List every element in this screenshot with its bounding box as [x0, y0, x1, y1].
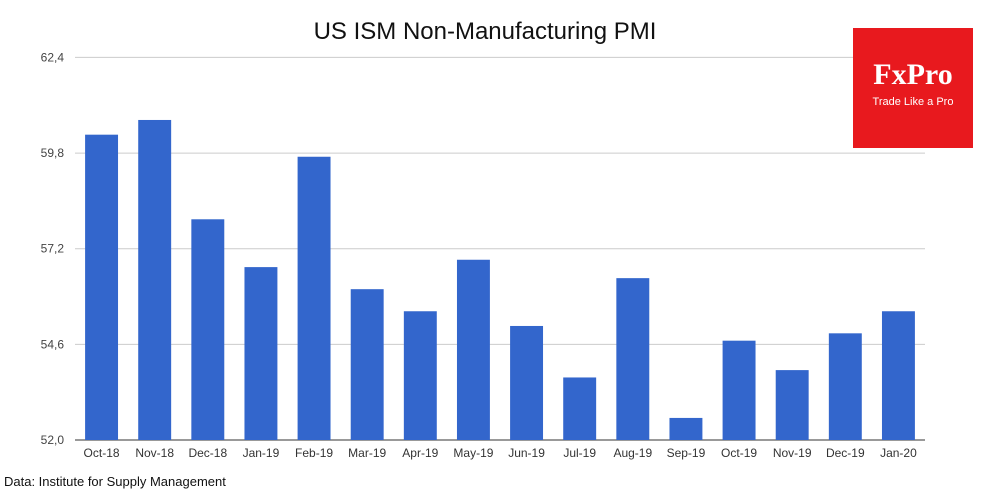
bar-jan-19: [244, 267, 278, 440]
bar-nov-18: [138, 119, 172, 440]
x-tick-label: Oct-18: [84, 446, 120, 460]
bar-jul-19: [563, 377, 597, 440]
axis-labels: 52,0 54,6 57,2 59,8 62,4 Oct-18 Nov-18 Dec-18 Ja…: [41, 50, 917, 460]
chart-title: US ISM Non-Manufacturing PMI: [313, 18, 657, 45]
source-note: Data: Institute for Supply Management: [4, 474, 226, 489]
bar-sep-19: [669, 417, 703, 440]
bar-jan-20: [881, 311, 915, 440]
x-tick-label: Apr-19: [402, 446, 438, 460]
bar-may-19: [456, 259, 490, 440]
x-tick-label: Mar-19: [348, 446, 386, 460]
x-tick-label: Dec-19: [826, 446, 865, 460]
x-tick-label: Jan-20: [880, 446, 917, 460]
y-tick-label: 54,6: [41, 337, 65, 351]
x-tick-label: Dec-18: [188, 446, 227, 460]
logo-tagline: Trade Like a Pro: [872, 96, 954, 108]
bar-feb-19: [297, 156, 331, 440]
logo-name: FxPro: [873, 58, 953, 91]
bar-dec-19: [828, 333, 862, 440]
bar-aug-19: [616, 278, 650, 440]
bar-oct-18: [85, 134, 119, 440]
bars: [85, 119, 915, 440]
x-tick-label: Feb-19: [295, 446, 333, 460]
y-tick-label: 59,8: [41, 146, 65, 160]
bar-nov-19: [775, 370, 809, 440]
x-tick-label: May-19: [453, 446, 493, 460]
bar-dec-18: [191, 219, 225, 440]
x-tick-label: Nov-18: [135, 446, 174, 460]
bar-oct-19: [722, 340, 756, 440]
bar-mar-19: [350, 289, 384, 440]
x-tick-label: Jun-19: [508, 446, 545, 460]
y-tick-label: 62,4: [41, 50, 65, 64]
y-tick-label: 52,0: [41, 433, 65, 447]
x-tick-label: Sep-19: [667, 446, 706, 460]
x-tick-label: Aug-19: [613, 446, 652, 460]
x-tick-label: Oct-19: [721, 446, 757, 460]
y-tick-label: 57,2: [41, 242, 65, 256]
bar-apr-19: [403, 311, 437, 440]
fxpro-logo: FxPro Trade Like a Pro: [853, 28, 973, 148]
x-tick-label: Jan-19: [243, 446, 280, 460]
x-tick-label: Nov-19: [773, 446, 812, 460]
bar-jun-19: [510, 325, 544, 440]
x-tick-label: Jul-19: [563, 446, 596, 460]
